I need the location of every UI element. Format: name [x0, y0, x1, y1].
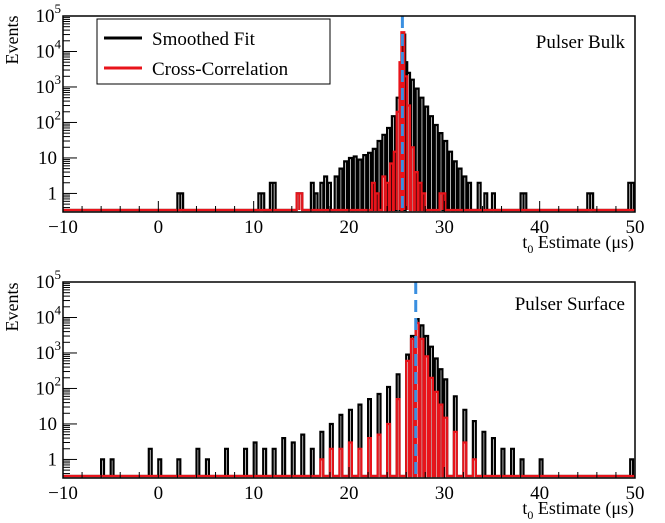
x-tick-label: 30 [435, 217, 454, 238]
x-tick-label: 50 [626, 217, 645, 238]
panel-surface-ticks: −10 0 10 20 30 40 50 1 10 102 103 104 105 [36, 267, 645, 504]
series-cross-correlation [63, 321, 635, 478]
x-tick-label: −10 [48, 217, 78, 238]
x-tick-label: 30 [435, 483, 454, 504]
x-tick-label: 20 [340, 483, 359, 504]
y-tick-label: 102 [36, 107, 62, 133]
y-tick-label: 102 [36, 373, 62, 399]
x-tick-label: 40 [530, 483, 549, 504]
series-smoothed-fit [63, 33, 636, 212]
y-tick-label: 103 [36, 72, 62, 98]
x-tick-label: 0 [154, 217, 164, 238]
y-tick-label: 1 [48, 183, 58, 204]
panel-surface-ylabel: Events [2, 283, 22, 332]
xlabel-t: t [522, 232, 527, 252]
panel-surface-label: Pulser Surface [515, 294, 625, 315]
xlabel-rest: Estimate (μs) [533, 498, 634, 519]
y-tick-label: 10 [38, 148, 57, 169]
x-tick-label: 50 [626, 483, 645, 504]
xlabel-t: t [522, 498, 527, 518]
panel-surface-series [63, 282, 635, 478]
panel-surface: −10 0 10 20 30 40 50 1 10 102 103 104 105 Pulser Sur… [2, 267, 645, 522]
legend: Smoothed Fit Cross-Correlation [96, 18, 331, 85]
x-tick-label: 10 [244, 217, 263, 238]
xlabel-sub: 0 [527, 508, 533, 522]
panel-bulk-label: Pulser Bulk [536, 32, 626, 53]
panel-bulk: −10 0 10 20 30 40 50 1 10 102 103 104 105 Pulser Bul… [2, 1, 645, 256]
x-tick-label: −10 [48, 483, 78, 504]
legend-label-smoothed: Smoothed Fit [152, 29, 256, 50]
legend-box [96, 18, 331, 85]
y-tick-label: 1 [48, 449, 58, 470]
x-tick-label: 40 [530, 217, 549, 238]
panel-bulk-xlabel: t0 Estimate (μs) [522, 232, 634, 256]
y-tick-label: 104 [36, 36, 62, 62]
panel-bulk-ylabel: Events [2, 16, 22, 65]
y-tick-label: 103 [36, 338, 62, 364]
panel-surface-xlabel: t0 Estimate (μs) [522, 498, 634, 522]
y-tick-label: 105 [36, 267, 62, 293]
xlabel-rest: Estimate (μs) [533, 232, 634, 253]
x-tick-label: 20 [340, 217, 359, 238]
x-tick-label: 10 [244, 483, 263, 504]
panel-bulk-ticks: −10 0 10 20 30 40 50 1 10 102 103 104 105 [36, 1, 645, 238]
y-tick-label: 104 [36, 302, 62, 328]
xlabel-sub: 0 [527, 242, 533, 256]
legend-label-crosscorr: Cross-Correlation [152, 59, 289, 80]
y-tick-label: 10 [38, 414, 57, 435]
x-tick-label: 0 [154, 483, 164, 504]
panel-bulk-series [63, 16, 636, 212]
y-tick-label: 105 [36, 1, 62, 27]
